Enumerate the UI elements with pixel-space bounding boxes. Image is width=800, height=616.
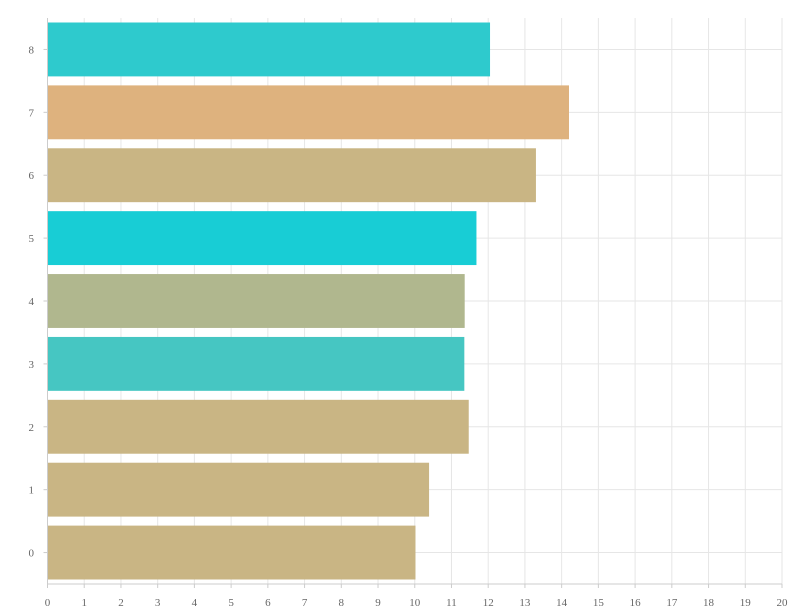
x-tick-label: 18	[703, 597, 715, 609]
y-tick-label: 8	[29, 44, 35, 56]
x-tick-label: 5	[228, 597, 234, 609]
bar-0	[47, 525, 416, 580]
x-tick-label: 17	[666, 597, 678, 609]
x-tick-label: 0	[45, 597, 51, 609]
axes: 0 1 2 3 4 5 6 7 8 9 10 11 12 13 14 15 16 17 18 19 2001234567…	[29, 18, 789, 609]
bar-5	[47, 211, 477, 266]
bar-7	[47, 85, 569, 140]
x-tick-label: 13	[519, 597, 531, 609]
x-tick-label: 8	[339, 597, 345, 609]
y-tick-label: 7	[29, 107, 35, 119]
x-tick-label: 12	[483, 597, 494, 609]
bar-8	[47, 22, 491, 77]
x-tick-label: 4	[192, 597, 198, 609]
x-tick-label: 1	[81, 597, 87, 609]
y-tick-label: 1	[29, 485, 35, 497]
y-tick-label: 0	[29, 548, 35, 560]
x-tick-label: 14	[556, 597, 568, 609]
x-tick-label: 9	[375, 597, 381, 609]
x-tick-label: 11	[446, 597, 457, 609]
y-tick-label: 5	[29, 233, 35, 245]
bar-1	[47, 462, 430, 517]
y-tick-label: 2	[29, 422, 35, 434]
x-tick-label: 3	[155, 597, 161, 609]
bars	[47, 22, 569, 580]
bar-4	[47, 274, 465, 328]
x-tick-label: 6	[265, 597, 271, 609]
x-tick-label: 15	[593, 597, 605, 609]
bar-3	[47, 336, 465, 391]
x-tick-label: 7	[302, 597, 308, 609]
y-tick-label: 6	[29, 170, 35, 182]
x-tick-label: 19	[740, 597, 752, 609]
y-tick-label: 4	[29, 296, 35, 308]
x-tick-label: 16	[630, 597, 642, 609]
bar-6	[47, 148, 536, 203]
x-tick-label: 20	[777, 597, 789, 609]
x-tick-label: 10	[409, 597, 421, 609]
y-tick-label: 3	[29, 359, 35, 371]
x-tick-label: 2	[118, 597, 124, 609]
bar-2	[47, 399, 469, 454]
